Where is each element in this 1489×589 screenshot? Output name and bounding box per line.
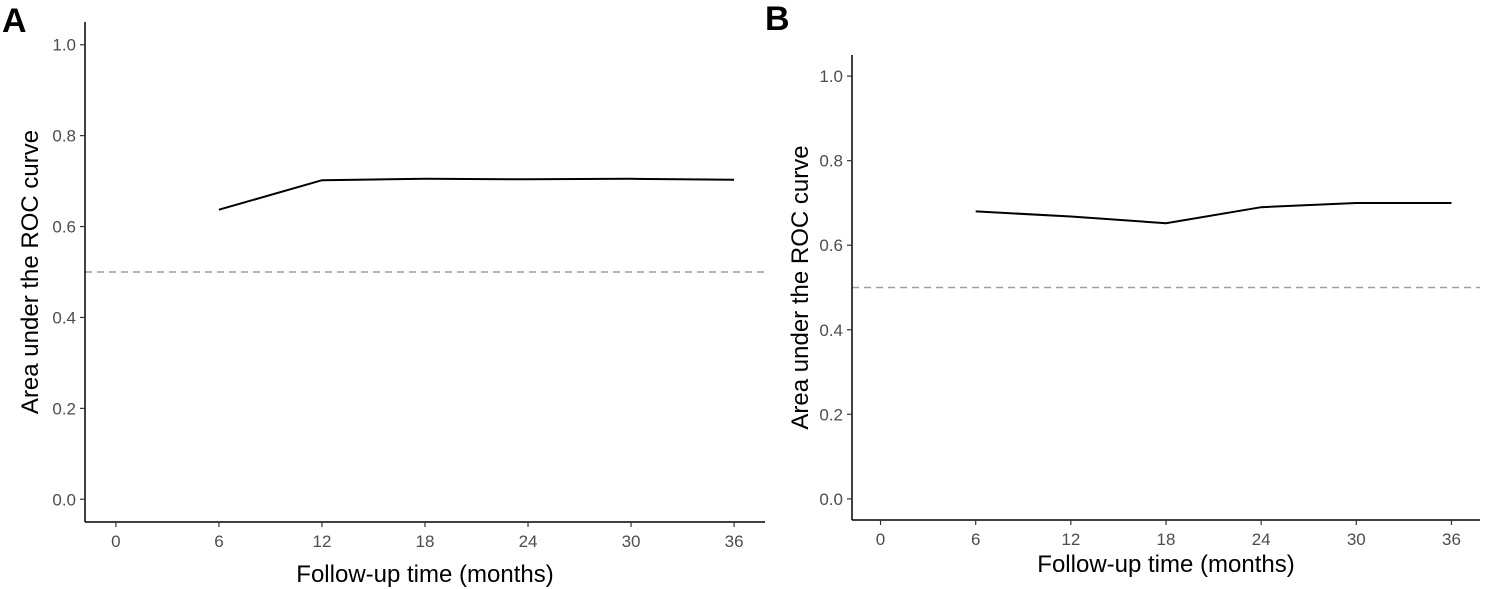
y-axis-title: Area under the ROC curve (17, 130, 44, 414)
y-tick-label: 0.4 (819, 321, 843, 340)
x-tick-label: 6 (214, 532, 223, 551)
x-tick-label: 0 (111, 532, 120, 551)
x-tick-label: 18 (416, 532, 435, 551)
series-line (975, 202, 1452, 225)
y-tick-label: 0.8 (52, 127, 76, 146)
x-tick-label: 0 (876, 530, 885, 549)
x-tick-label: 30 (622, 532, 641, 551)
x-tick-label: 24 (1252, 530, 1271, 549)
y-tick-label: 1.0 (52, 36, 76, 55)
y-tick-label: 0.6 (52, 218, 76, 237)
series-line (218, 177, 735, 211)
x-tick-label: 12 (1061, 530, 1080, 549)
panel-label: A (2, 2, 27, 40)
y-tick-label: 0.8 (819, 152, 843, 171)
x-tick-label: 6 (971, 530, 980, 549)
x-tick-label: 12 (313, 532, 332, 551)
x-tick-label: 36 (1442, 530, 1461, 549)
y-tick-label: 0.2 (819, 405, 843, 424)
x-tick-label: 24 (519, 532, 538, 551)
x-tick-label: 36 (725, 532, 744, 551)
y-tick-label: 0.0 (52, 490, 76, 509)
y-tick-label: 0.6 (819, 236, 843, 255)
x-axis-title: Follow-up time (months) (296, 561, 553, 588)
y-tick-label: 0.4 (52, 308, 76, 327)
y-tick-label: 1.0 (819, 67, 843, 86)
x-axis-title: Follow-up time (months) (1037, 551, 1294, 578)
y-tick-label: 0.2 (52, 399, 76, 418)
chart-panel-a: A 0.0 0.2 0.4 0.6 0.8 1.0 0 6 12 18 24 30 36 Follow-up… (2, 2, 765, 588)
y-tick-label: 0.0 (819, 490, 843, 509)
x-tick-label: 30 (1347, 530, 1366, 549)
panel-label: B (765, 0, 790, 38)
y-axis-title: Area under the ROC curve (787, 145, 814, 429)
chart-panel-b: B 0.0 0.2 0.4 0.6 0.8 1.0 0 6 12 18 24 30 36 Follow-up… (765, 0, 1480, 578)
x-tick-label: 18 (1157, 530, 1176, 549)
